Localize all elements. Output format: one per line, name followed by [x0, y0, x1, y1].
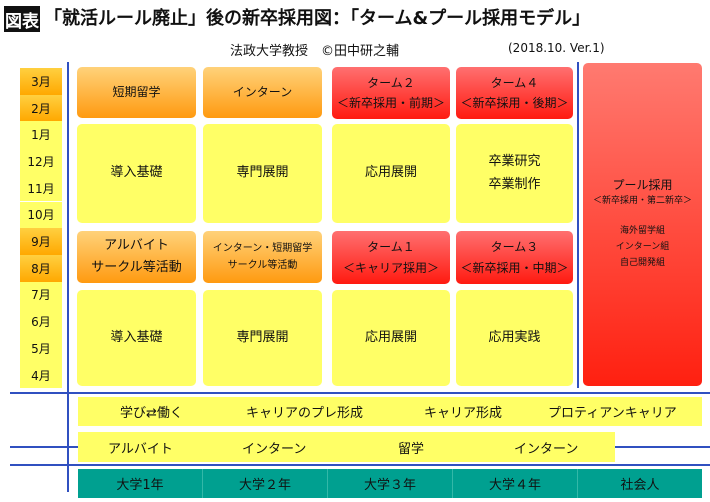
block-specialty: 専門展開	[203, 124, 322, 223]
month-label: 10月	[20, 201, 62, 229]
block-intern: インターン	[203, 67, 322, 118]
block-practice: 応用実践	[456, 290, 573, 386]
activity-band: アルバイト インターン 留学 インターン	[78, 432, 615, 462]
divider-vertical	[67, 62, 69, 490]
divider-horizontal	[10, 464, 710, 466]
block-short-study: 短期留学	[77, 67, 196, 118]
divider-vertical	[577, 62, 579, 388]
month-label: 5月	[20, 335, 62, 362]
pool-subtitle: ＜新卒採用・第二新卒＞	[592, 196, 692, 206]
activity: インターン	[514, 441, 579, 457]
block-parttime: アルバイト サークル等活動	[77, 231, 196, 283]
month-label: 7月	[20, 281, 62, 309]
year-cell: 大学２年	[203, 469, 328, 498]
month-label: 6月	[20, 308, 62, 335]
activity: インターン	[242, 441, 307, 457]
year-cell: 大学４年	[453, 469, 578, 498]
block-graduation: 卒業研究 卒業制作	[456, 124, 573, 223]
block-term-2: ターム２ ＜新卒採用・前期＞	[332, 67, 450, 119]
pool-groups: 海外留学組 インターン組 自己開発組	[615, 226, 670, 268]
block-applied: 応用展開	[332, 290, 450, 386]
divider-vertical	[67, 464, 69, 492]
year-row: 大学1年 大学２年 大学３年 大学４年 社会人	[78, 469, 702, 498]
month-label: 11月	[20, 174, 62, 202]
block-specialty: 専門展開	[203, 290, 322, 386]
career-stage: 学び⇄働く	[120, 406, 183, 421]
month-label: 8月	[20, 254, 62, 282]
block-term-3: ターム３ ＜新卒採用・中期＞	[456, 231, 573, 284]
block-term-4: ターム４ ＜新卒採用・後期＞	[456, 67, 573, 119]
month-label: 4月	[20, 361, 62, 389]
career-stage: キャリア形成	[424, 406, 503, 421]
career-stage: プロティアンキャリア	[548, 406, 677, 421]
block-intern-study: インターン・短期留学 サークル等活動	[203, 231, 322, 283]
block-term-1: ターム１ ＜キャリア採用＞	[332, 231, 450, 284]
month-label: 9月	[20, 228, 62, 255]
career-stage: キャリアのプレ形成	[246, 406, 364, 421]
version: (2018.10. Ver.1)	[508, 41, 605, 55]
year-cell: 大学３年	[328, 469, 453, 498]
block-applied: 応用展開	[332, 124, 450, 223]
career-band: 学び⇄働く キャリアのプレ形成 キャリア形成 プロティアンキャリア	[78, 397, 702, 426]
year-cell: 社会人	[620, 478, 660, 493]
month-label: 2月	[20, 94, 62, 122]
activity: 留学	[398, 441, 425, 457]
month-label: 1月	[20, 121, 62, 149]
divider-horizontal	[10, 392, 710, 394]
month-label: 3月	[20, 68, 62, 95]
block-pool-hiring: プール採用 ＜新卒採用・第二新卒＞ 海外留学組 インターン組 自己開発組	[583, 63, 702, 386]
block-intro: 導入基礎	[77, 290, 196, 386]
activity: アルバイト	[108, 441, 173, 457]
block-intro: 導入基礎	[77, 124, 196, 223]
pool-title: プール採用	[612, 178, 673, 192]
year-cell: 大学1年	[78, 469, 203, 498]
figure-tag: 図表	[4, 6, 40, 32]
page-title: 「就活ルール廃止」後の新卒採用図：「ターム&プール採用モデル」	[44, 8, 591, 29]
author: 法政大学教授 ©田中研之輔	[230, 44, 400, 59]
month-label: 12月	[20, 148, 62, 175]
